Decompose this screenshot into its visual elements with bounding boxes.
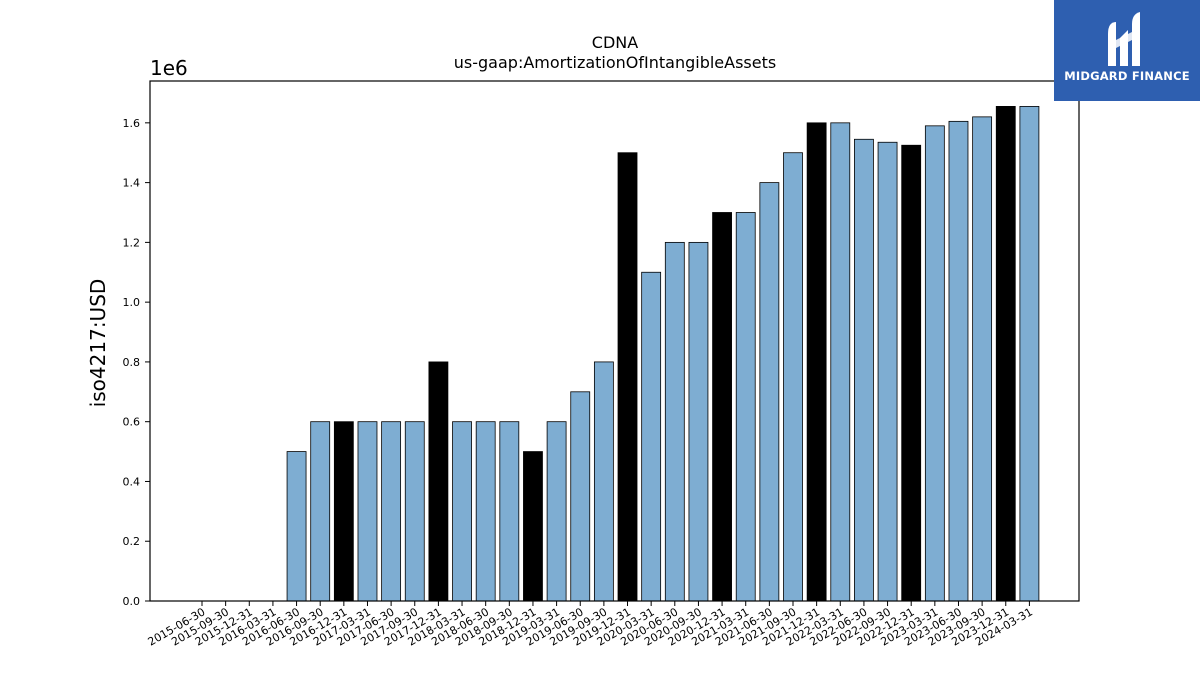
y-tick-label: 1.6 xyxy=(123,117,141,130)
bar-2024-03-31 xyxy=(1019,106,1040,602)
bar-2023-09-30 xyxy=(972,116,993,602)
bar-2022-12-31 xyxy=(901,144,922,602)
bar-2017-03-31 xyxy=(357,421,378,602)
y-axis-offset-label: 1e6 xyxy=(150,56,188,80)
bar-2021-03-31 xyxy=(735,212,756,602)
bar-2018-06-30 xyxy=(475,421,496,602)
bar-2022-03-31 xyxy=(830,122,851,602)
bars-group xyxy=(286,106,1040,602)
bar-2021-09-30 xyxy=(783,152,803,602)
bar-2020-12-31 xyxy=(712,212,732,602)
bar-2017-09-30 xyxy=(404,421,425,602)
y-tick-label: 1.0 xyxy=(123,296,141,309)
bar-2019-03-31 xyxy=(546,421,567,602)
bar-2022-09-30 xyxy=(877,141,898,602)
x-axis: 2015-06-302015-09-302015-12-312016-03-31… xyxy=(146,601,1035,649)
bar-2023-12-31 xyxy=(995,106,1016,602)
bar-2020-09-30 xyxy=(688,241,709,602)
y-tick-label: 0.6 xyxy=(123,416,141,429)
bar-2019-06-30 xyxy=(570,391,591,602)
bar-2018-12-31 xyxy=(523,451,543,602)
bar-2023-06-30 xyxy=(948,120,969,602)
y-tick-label: 0.0 xyxy=(123,595,141,608)
bar-2016-06-30 xyxy=(286,451,307,602)
bar-2016-12-31 xyxy=(333,421,354,602)
y-axis-label: iso4217:USD xyxy=(86,279,110,408)
bar-2023-03-31 xyxy=(924,125,945,602)
bar-2018-09-30 xyxy=(499,421,520,602)
y-tick-label: 0.4 xyxy=(123,475,141,488)
bar-2022-06-30 xyxy=(854,138,874,602)
bar-2017-12-31 xyxy=(428,361,449,602)
bar-2021-06-30 xyxy=(759,182,780,602)
bar-2019-12-31 xyxy=(617,152,638,602)
bar-2018-03-31 xyxy=(452,421,472,602)
y-tick-label: 1.2 xyxy=(123,236,141,249)
y-tick-label: 0.8 xyxy=(123,356,141,369)
bar-2017-06-30 xyxy=(381,421,402,602)
plot-frame xyxy=(149,80,1080,602)
chart-subtitle: us-gaap:AmortizationOfIntangibleAssets xyxy=(454,53,776,72)
bar-2020-03-31 xyxy=(641,271,662,602)
bar-2019-09-30 xyxy=(593,361,614,602)
bar-2020-06-30 xyxy=(664,241,685,602)
chart-title: CDNA xyxy=(592,33,638,52)
y-axis: 0.0 0.2 0.4 0.6 0.8 1.0 1.2 1.4 1.6 xyxy=(123,117,150,608)
bar-2016-09-30 xyxy=(310,421,331,602)
brand-name: MIDGARD FINANCE xyxy=(1064,69,1190,83)
bar-2021-12-31 xyxy=(806,122,827,602)
midgard-logo-icon xyxy=(1108,12,1140,66)
y-tick-label: 0.2 xyxy=(123,535,141,548)
y-tick-label: 1.4 xyxy=(123,177,141,190)
brand-logo: MIDGARD FINANCE xyxy=(1054,0,1200,101)
